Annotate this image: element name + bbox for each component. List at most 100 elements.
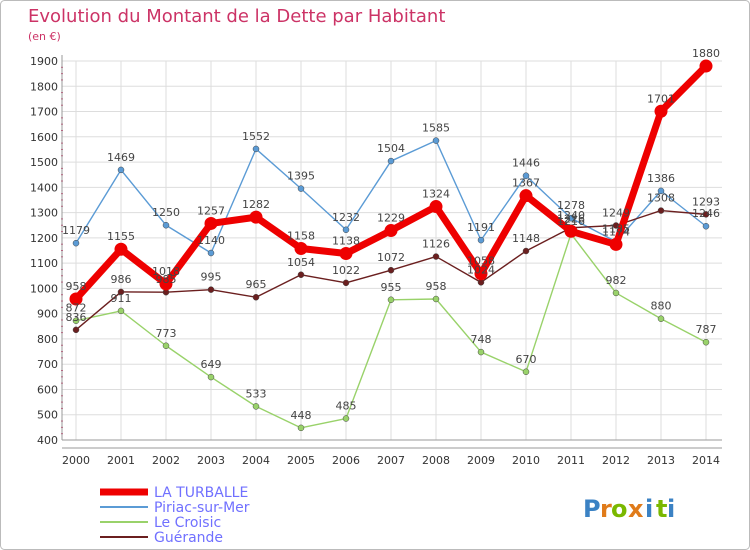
data-point (162, 221, 170, 229)
x-tick-label: 2005 (287, 454, 315, 467)
y-tick-label: 1500 (30, 156, 58, 169)
chart-title: Evolution du Montant de la Dette par Hab… (28, 6, 445, 27)
x-tick-label: 2003 (197, 454, 225, 467)
data-label: 1469 (107, 151, 135, 164)
data-label: 1446 (512, 157, 540, 170)
data-point (117, 288, 125, 296)
x-tick-label: 2010 (512, 454, 540, 467)
data-point (699, 59, 713, 73)
data-point (522, 368, 530, 376)
data-label: 1552 (242, 130, 270, 143)
data-label: 911 (111, 292, 132, 305)
data-label: 1174 (602, 225, 630, 238)
data-point (297, 271, 305, 279)
data-point (519, 189, 533, 203)
y-tick-label: 1200 (30, 232, 58, 245)
data-label: 872 (66, 302, 87, 315)
data-point (249, 210, 263, 224)
data-label: 995 (201, 271, 222, 284)
data-label: 748 (471, 333, 492, 346)
y-tick-label: 600 (37, 383, 58, 396)
data-label: 485 (336, 400, 357, 413)
data-label: 982 (606, 274, 627, 287)
chart-subtitle: (en €) (28, 30, 61, 43)
data-label: 1246 (692, 207, 720, 220)
data-point (657, 187, 665, 195)
data-point (297, 424, 305, 432)
y-tick-label: 500 (37, 409, 58, 422)
data-point (384, 224, 398, 238)
legend-label: LA TURBALLE (154, 485, 248, 501)
y-tick-label: 1700 (30, 106, 58, 119)
data-point (297, 185, 305, 192)
x-tick-label: 2004 (242, 454, 270, 467)
data-point (252, 403, 260, 410)
data-point (339, 247, 353, 261)
data-point (72, 317, 80, 324)
data-point (432, 253, 440, 260)
data-point (654, 104, 668, 118)
data-point (477, 236, 485, 244)
brand-logo-letter: i (645, 495, 653, 523)
data-point (207, 373, 215, 381)
data-label: 965 (246, 278, 267, 291)
data-label: 448 (291, 409, 312, 422)
data-label: 1504 (377, 142, 405, 155)
data-label: 1155 (107, 230, 135, 243)
data-label: 670 (516, 353, 537, 366)
y-tick-label: 1900 (30, 55, 58, 68)
data-label: 533 (246, 387, 267, 400)
data-point (72, 326, 80, 334)
data-point (69, 292, 83, 306)
legend-label: Piriac-sur-Mer (154, 500, 250, 516)
data-point (252, 145, 260, 153)
x-tick-label: 2009 (467, 454, 495, 467)
data-point (252, 293, 260, 301)
data-point (159, 277, 173, 291)
brand-logo-letter: r (600, 495, 612, 523)
data-point (564, 224, 578, 238)
y-tick-label: 1100 (30, 257, 58, 270)
data-point (657, 315, 665, 322)
brand-logo-letter: P (583, 495, 601, 523)
data-label: 1058 (467, 255, 495, 268)
data-point (477, 348, 485, 356)
data-label: 1880 (692, 47, 720, 60)
brand-logo-letter: x (628, 495, 644, 523)
data-label: 1140 (197, 234, 225, 247)
data-label: 1191 (467, 221, 495, 234)
data-label: 1282 (242, 198, 270, 211)
data-label: 986 (111, 273, 132, 286)
data-label: 1226 (557, 212, 585, 225)
y-tick-label: 1800 (30, 80, 58, 93)
data-label: 1324 (422, 188, 450, 201)
x-tick-label: 2007 (377, 454, 405, 467)
data-point (207, 286, 215, 293)
data-label: 1126 (422, 238, 450, 251)
data-label: 1138 (332, 235, 360, 248)
data-label: 1278 (557, 199, 585, 212)
x-tick-label: 2001 (107, 454, 135, 467)
data-point (429, 200, 443, 214)
data-label: 1148 (512, 232, 540, 245)
data-label: 1257 (197, 204, 225, 217)
data-label: 1216 (557, 215, 585, 228)
data-label: 958 (66, 280, 87, 293)
data-label: 1240 (557, 209, 585, 222)
data-label: 1386 (647, 172, 675, 185)
brand-logo-letter: t (656, 495, 667, 523)
data-label: 1308 (647, 192, 675, 205)
y-tick-label: 1300 (30, 207, 58, 220)
y-tick-label: 1600 (30, 131, 58, 144)
data-point (294, 241, 308, 255)
data-label: 880 (651, 300, 672, 313)
brand-logo-letter: i (667, 495, 675, 523)
data-point (522, 172, 530, 179)
y-tick-label: 1000 (30, 282, 58, 295)
data-label: 1701 (647, 92, 675, 105)
data-label: 1232 (332, 211, 360, 224)
x-tick-label: 2008 (422, 454, 450, 467)
data-label: 1072 (377, 251, 405, 264)
